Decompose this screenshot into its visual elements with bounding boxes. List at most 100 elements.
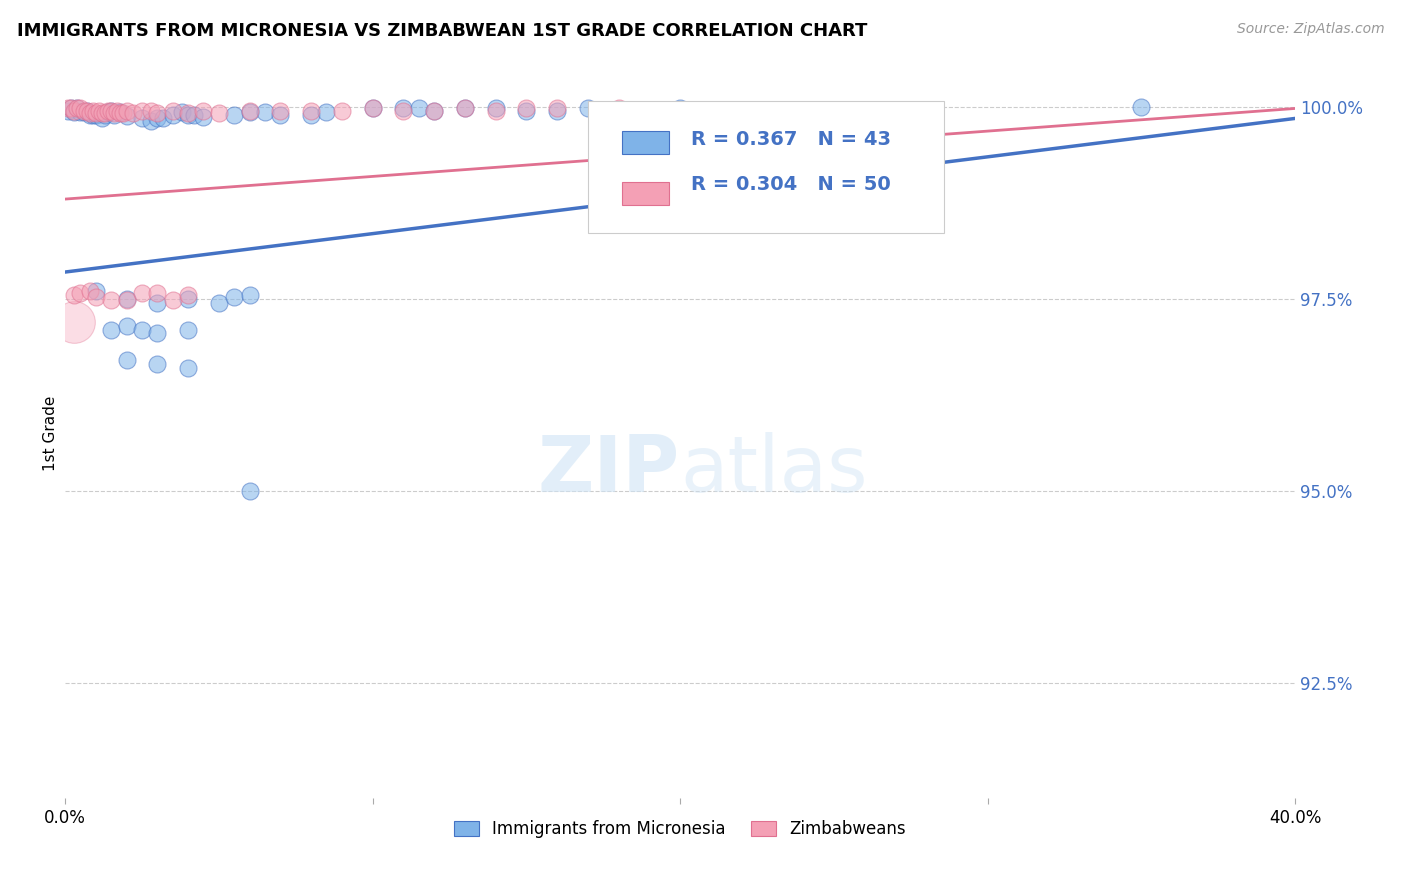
Point	[131, 323, 153, 337]
Point	[177, 323, 200, 337]
Point	[121, 106, 143, 120]
Point	[392, 103, 415, 118]
Point	[79, 285, 101, 299]
Point	[299, 107, 322, 121]
Point	[115, 109, 138, 123]
Text: R = 0.367   N = 43: R = 0.367 N = 43	[692, 129, 891, 148]
Point	[484, 103, 506, 118]
Point	[146, 285, 169, 300]
Point	[115, 292, 138, 306]
Point	[63, 105, 86, 120]
Point	[408, 102, 430, 116]
Point	[193, 103, 215, 118]
Point	[238, 105, 260, 120]
Point	[146, 106, 169, 120]
Text: Source: ZipAtlas.com: Source: ZipAtlas.com	[1237, 22, 1385, 37]
Point	[115, 318, 138, 333]
Point	[177, 288, 200, 302]
Point	[84, 290, 107, 304]
Point	[66, 102, 89, 116]
Point	[146, 295, 169, 310]
Point	[115, 103, 138, 118]
Point	[607, 102, 630, 116]
Point	[76, 103, 98, 118]
Point	[515, 102, 537, 116]
Point	[79, 106, 101, 120]
Point	[87, 103, 110, 118]
Point	[193, 110, 215, 124]
Point	[392, 102, 415, 116]
Point	[183, 107, 205, 121]
FancyBboxPatch shape	[623, 130, 669, 154]
Point	[454, 102, 477, 116]
Point	[269, 103, 291, 118]
Point	[115, 293, 138, 308]
Point	[84, 106, 107, 120]
Point	[515, 103, 537, 118]
Point	[82, 103, 104, 118]
Point	[238, 483, 260, 498]
Point	[63, 103, 86, 118]
Point	[330, 103, 353, 118]
Point	[94, 106, 117, 120]
Point	[97, 105, 120, 120]
FancyBboxPatch shape	[588, 102, 945, 233]
Point	[63, 315, 86, 329]
Point	[152, 112, 174, 126]
Point	[162, 107, 184, 121]
Point	[60, 102, 83, 116]
Point	[299, 103, 322, 118]
Point	[110, 106, 132, 120]
Point	[146, 326, 169, 341]
Point	[546, 103, 568, 118]
Point	[105, 103, 128, 118]
Point	[94, 107, 117, 121]
Point	[69, 105, 91, 120]
Point	[253, 105, 276, 120]
Point	[315, 105, 337, 120]
Point	[141, 113, 163, 128]
Point	[100, 293, 122, 308]
Point	[82, 107, 104, 121]
Point	[177, 361, 200, 376]
Point	[69, 285, 91, 300]
Point	[238, 103, 260, 118]
Point	[72, 105, 94, 120]
Point	[110, 105, 132, 120]
Point	[103, 107, 125, 121]
Point	[63, 288, 86, 302]
Point	[208, 295, 231, 310]
Point	[484, 102, 506, 116]
Point	[146, 112, 169, 126]
Point	[84, 107, 107, 121]
Point	[423, 103, 446, 118]
Point	[131, 103, 153, 118]
Point	[131, 112, 153, 126]
Point	[91, 106, 114, 120]
Point	[208, 106, 231, 120]
Point	[100, 103, 122, 118]
Point	[60, 102, 83, 116]
Point	[91, 112, 114, 126]
Point	[454, 102, 477, 116]
Point	[141, 103, 163, 118]
Point	[76, 103, 98, 118]
Point	[170, 105, 193, 120]
Text: ZIP: ZIP	[537, 432, 681, 508]
Point	[56, 103, 79, 118]
Point	[238, 288, 260, 302]
Point	[84, 285, 107, 299]
Point	[224, 107, 246, 121]
Point	[177, 107, 200, 121]
Y-axis label: 1st Grade: 1st Grade	[44, 396, 58, 471]
Point	[97, 103, 120, 118]
Text: IMMIGRANTS FROM MICRONESIA VS ZIMBABWEAN 1ST GRADE CORRELATION CHART: IMMIGRANTS FROM MICRONESIA VS ZIMBABWEAN…	[17, 22, 868, 40]
Point	[69, 102, 91, 116]
Point	[576, 102, 599, 116]
Point	[146, 357, 169, 371]
Point	[546, 102, 568, 116]
FancyBboxPatch shape	[623, 182, 669, 205]
Point	[361, 102, 384, 116]
Legend: Immigrants from Micronesia, Zimbabweans: Immigrants from Micronesia, Zimbabweans	[447, 814, 912, 845]
Text: atlas: atlas	[681, 432, 868, 508]
